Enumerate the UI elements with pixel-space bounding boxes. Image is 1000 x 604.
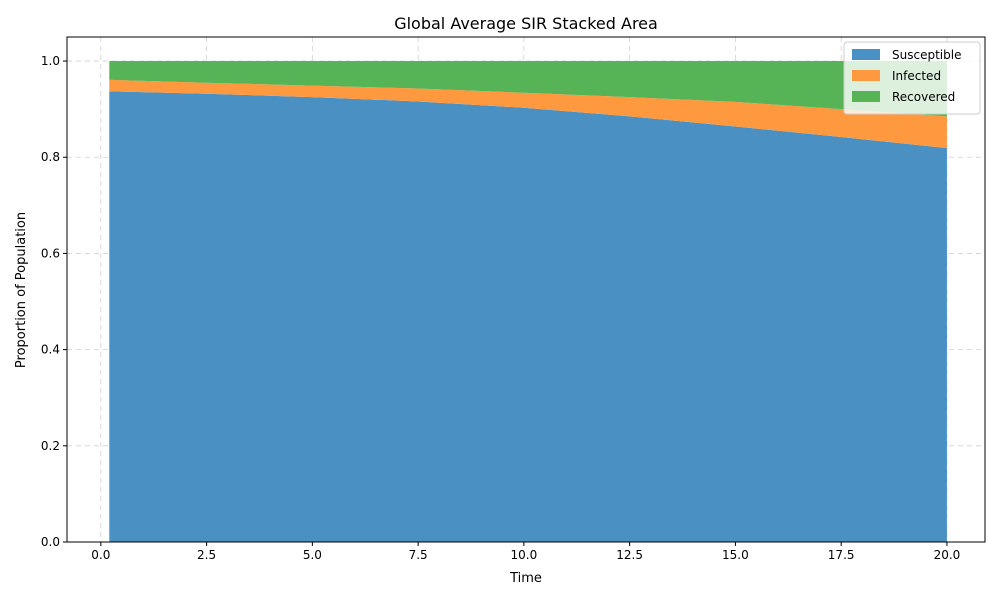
area-recovered [109, 61, 947, 117]
x-axis-label: Time [509, 571, 542, 586]
x-tick-label: 2.5 [197, 548, 216, 562]
chart-title: Global Average SIR Stacked Area [394, 14, 658, 33]
x-tick-label: 7.5 [409, 548, 428, 562]
x-tick-label: 10.0 [511, 548, 538, 562]
legend-label-recovered: Recovered [892, 90, 955, 104]
y-ticks: 0.0 0.2 0.4 0.6 0.8 1.0 [41, 54, 67, 549]
x-tick-label: 15.0 [722, 548, 749, 562]
area-susceptible [109, 91, 947, 542]
y-tick-label: 0.0 [41, 535, 60, 549]
x-tick-label: 0.0 [91, 548, 110, 562]
legend-swatch-infected [852, 70, 880, 81]
x-ticks: 0.0 2.5 5.0 7.5 10.0 12.5 15.0 17.5 20.0 [91, 542, 960, 562]
legend-label-susceptible: Susceptible [892, 48, 961, 62]
x-tick-label: 12.5 [616, 548, 643, 562]
x-tick-label: 20.0 [934, 548, 961, 562]
plot-frame [66, 36, 986, 543]
y-tick-label: 0.8 [41, 150, 60, 164]
y-tick-label: 0.6 [41, 246, 60, 260]
y-tick-label: 0.4 [41, 343, 60, 357]
stacked-areas [109, 61, 947, 542]
x-tick-label: 17.5 [828, 548, 855, 562]
legend-label-infected: Infected [892, 69, 941, 83]
axes [66, 36, 986, 543]
x-tick-label: 5.0 [303, 548, 322, 562]
area-infected [109, 79, 947, 149]
y-tick-label: 0.2 [41, 439, 60, 453]
y-tick-label: 1.0 [41, 54, 60, 68]
legend-swatch-recovered [852, 91, 880, 102]
y-axis-label: Proportion of Population [14, 212, 29, 368]
legend-swatch-susceptible [852, 49, 880, 60]
legend: Susceptible Infected Recovered [843, 41, 981, 115]
